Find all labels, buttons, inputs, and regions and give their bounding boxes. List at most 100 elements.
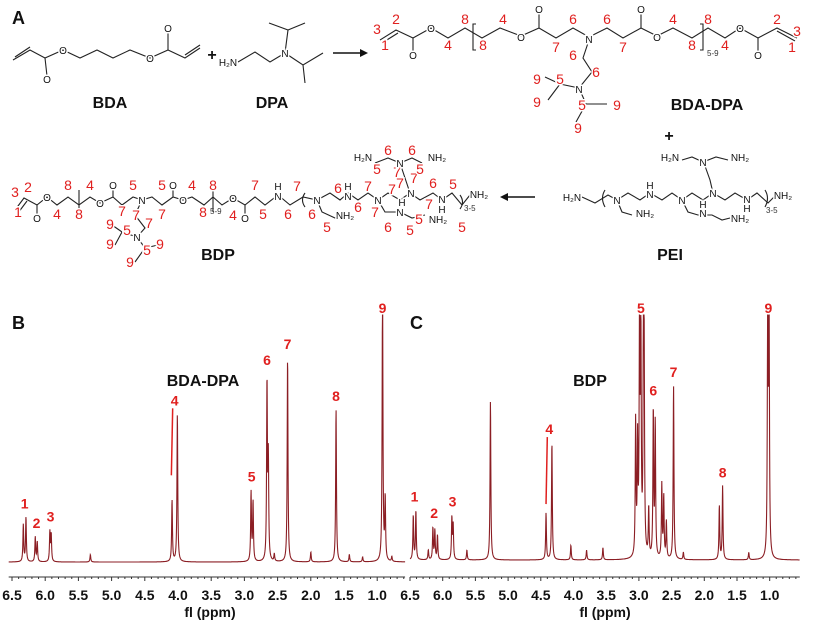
atom-label: H₂N: [563, 193, 581, 204]
proton-number-label: 4: [188, 177, 196, 193]
proton-number-label: 1: [381, 37, 389, 53]
peak-label: 2: [33, 515, 41, 531]
proton-number-label: 1: [14, 204, 22, 220]
atom-label: N: [138, 196, 145, 207]
proton-number-label: 8: [75, 206, 83, 222]
atom-label: N: [699, 158, 706, 169]
proton-number-label: 3: [373, 21, 381, 37]
x-tick-label: 1.0: [760, 587, 780, 603]
proton-number-label: 5: [123, 222, 131, 238]
peak-label: 7: [670, 364, 678, 380]
proton-number-label: 5: [406, 222, 414, 238]
peak-label: 6: [649, 382, 657, 398]
x-tick-label: 2.0: [301, 587, 321, 603]
proton-number-label: 6: [284, 206, 292, 222]
atom-label: H: [743, 204, 750, 215]
proton-number-label: 6: [429, 175, 437, 191]
atom-label: N: [281, 49, 288, 60]
atom-label: N: [374, 196, 381, 207]
atom-label: O: [653, 33, 661, 44]
proton-number-label: 5: [415, 211, 423, 227]
bda-name: BDA: [93, 95, 128, 112]
peak-label: 1: [411, 489, 419, 505]
atom-label: N: [699, 209, 706, 220]
x-tick-label: 6.0: [35, 587, 55, 603]
atom-label: H₂N: [219, 58, 237, 69]
atom-label: O: [427, 24, 435, 35]
atom-label: N: [585, 35, 592, 46]
bdp-structure: [14, 157, 471, 263]
atom-label: O: [43, 193, 51, 204]
proton-number-label: 9: [106, 216, 114, 232]
proton-number-label: 7: [371, 204, 379, 220]
atom-label: N: [396, 208, 403, 219]
atom-label: N: [438, 195, 445, 206]
pei-structure: [581, 156, 777, 221]
pei-name: PEI: [657, 247, 683, 264]
proton-number-label: 8: [199, 204, 207, 220]
atom-label: H: [438, 205, 445, 216]
atom-label: O: [59, 46, 67, 57]
proton-number-label: 5: [458, 219, 466, 235]
atom-label: NH₂: [336, 211, 354, 222]
atom-label: H₂N: [661, 153, 679, 164]
atom-label: N: [646, 190, 653, 201]
panel-label-c: C: [410, 313, 423, 333]
peak-label: 8: [332, 388, 340, 404]
x-tick-label: 2.5: [268, 587, 288, 603]
atom-label: O: [754, 51, 762, 62]
proton-number-label: 7: [393, 164, 401, 180]
peak-label: 1: [21, 495, 29, 511]
atom-label: O: [229, 194, 237, 205]
proton-number-label: 6: [354, 199, 362, 215]
atom-label: O: [164, 24, 172, 35]
nmr-spectrum-c: 6.5 6.0 5.5 5.0 4.5 4.0 3.5 3.0 2.5 2.0 1.5 1.0 fl (…: [400, 300, 800, 620]
proton-number-label: 4: [53, 206, 61, 222]
atom-label: O: [736, 24, 744, 35]
x-tick-label: 2.0: [695, 587, 715, 603]
proton-number-label: 8: [64, 177, 72, 193]
atom-label: H: [344, 182, 351, 193]
proton-number-label: 7: [388, 181, 396, 197]
peak-label: 5: [637, 300, 645, 316]
x-tick-label: 5.0: [102, 587, 122, 603]
peak-label: 9: [764, 300, 772, 316]
atom-label: O: [169, 181, 177, 192]
bda-structure: [12, 31, 201, 77]
proton-number-label: 4: [499, 11, 507, 27]
proton-number-label: 5: [129, 177, 137, 193]
proton-number-label: 2: [24, 179, 32, 195]
peak-label: 3: [47, 508, 55, 524]
nmr-spectrum-b: 6.5 6.0 5.5 5.0 4.5 4.0 3.5 3.0 2.5 2.0 1.5 1.0 fl (…: [2, 300, 406, 620]
atom-label: H: [398, 198, 405, 209]
repeat-count-label: 5-9: [707, 49, 719, 58]
x-tick-label: 4.0: [168, 587, 188, 603]
peak-label: 7: [284, 336, 292, 352]
peak-label: 8: [719, 464, 727, 480]
x-tick-label: 4.5: [135, 587, 155, 603]
spectrum-trace: [409, 314, 800, 561]
spectrum-trace: [8, 314, 406, 563]
x-tick-label: 2.5: [662, 587, 682, 603]
proton-number-label: 9: [533, 94, 541, 110]
peak-label: 4: [171, 392, 179, 408]
atom-label: NH₂: [731, 153, 749, 164]
bda-dpa-structure: [379, 12, 798, 123]
proton-number-label: 7: [132, 207, 140, 223]
proton-number-label: 6: [569, 47, 577, 63]
x-tick-label: 3.5: [596, 587, 616, 603]
proton-number-label: 7: [619, 39, 627, 55]
atom-label: NH₂: [429, 215, 447, 226]
atom-label: O: [33, 214, 41, 225]
proton-number-label: 3: [793, 23, 801, 39]
proton-number-label: 7: [425, 196, 433, 212]
atom-label: N: [678, 196, 685, 207]
proton-number-label: 5: [416, 161, 424, 177]
proton-number-label: 6: [384, 219, 392, 235]
proton-number-label: 7: [251, 177, 259, 193]
proton-number-label: 5: [323, 219, 331, 235]
proton-number-label: 6: [569, 11, 577, 27]
proton-number-label: 8: [461, 11, 469, 27]
atom-label: H: [274, 182, 281, 193]
